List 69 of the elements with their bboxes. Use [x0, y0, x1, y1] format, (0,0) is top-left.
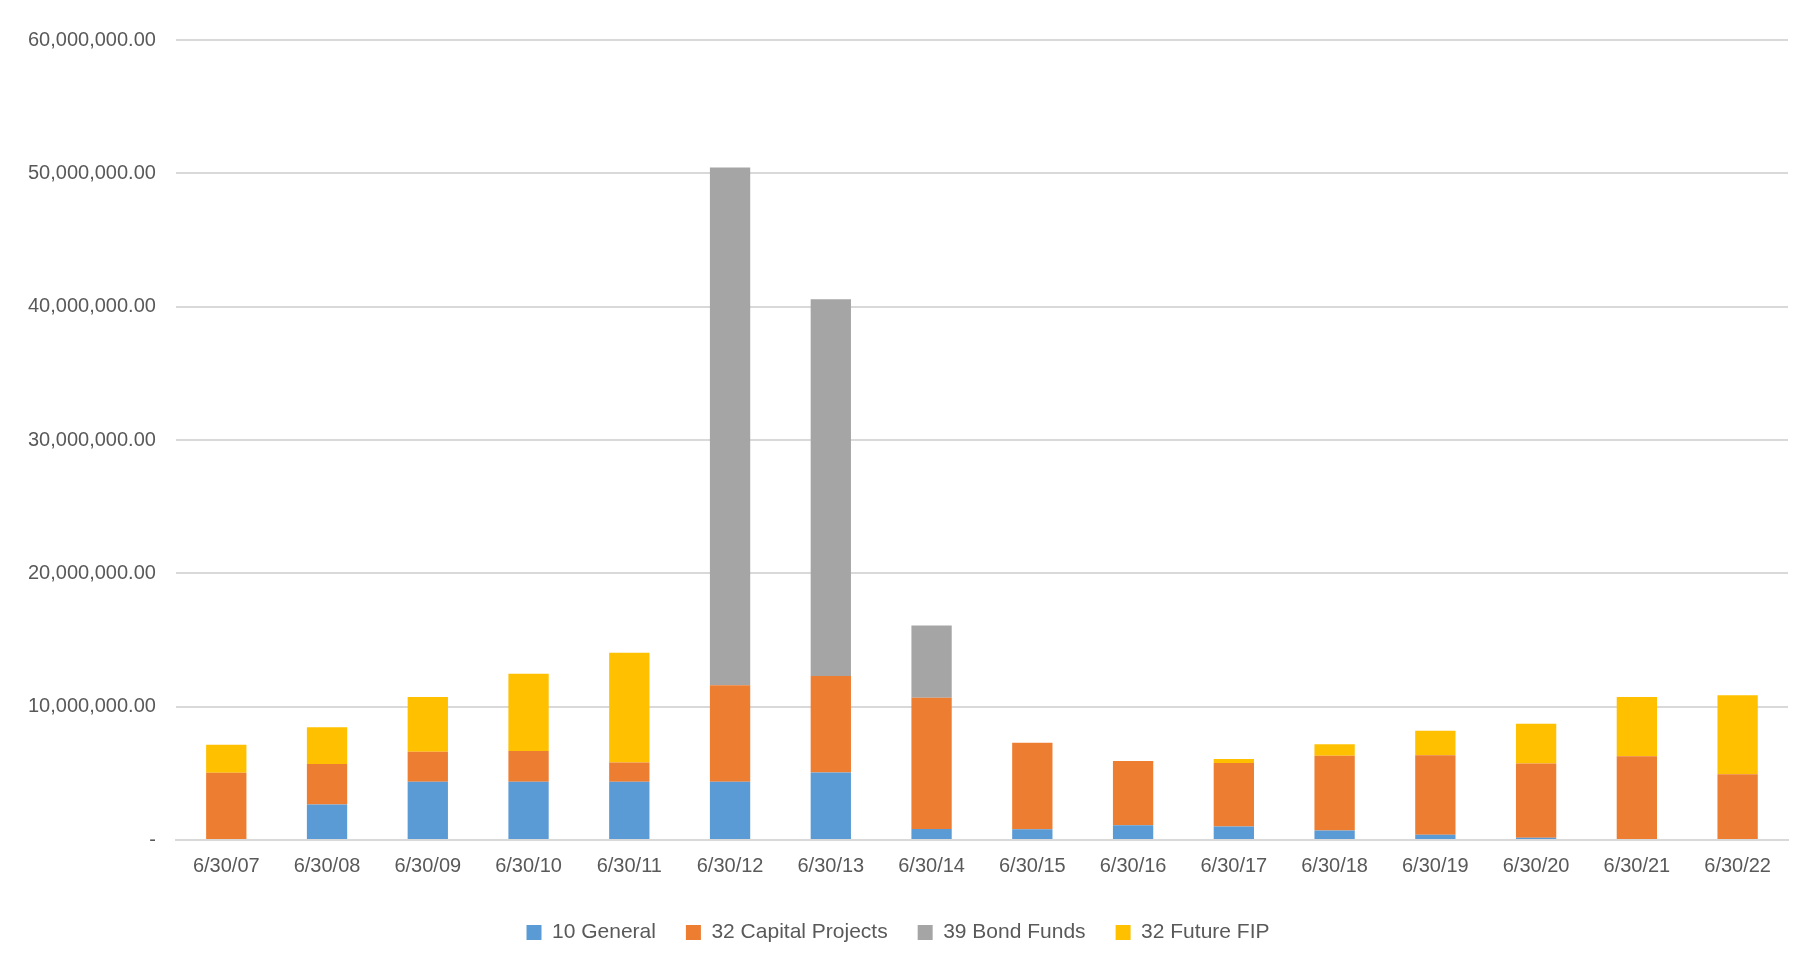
bar [1415, 834, 1456, 839]
bar [1012, 829, 1053, 839]
bar [810, 676, 851, 773]
x-tick-label: 6/30/10 [495, 853, 562, 876]
x-tick-label: 6/30/18 [1301, 853, 1368, 876]
bar [1616, 696, 1658, 757]
legend-label: 10 General [552, 919, 656, 943]
x-tick-label: 6/30/20 [1502, 853, 1570, 876]
x-tick-label: 6/30/14 [898, 853, 965, 876]
x-tick-label: 6/30/11 [596, 853, 662, 876]
bar [508, 751, 549, 782]
y-tick-label: 60,000,000.00 [27, 27, 156, 50]
bar [1213, 826, 1254, 839]
bar [609, 762, 650, 782]
bar [911, 828, 952, 839]
legend-label: 32 Capital Projects [711, 919, 888, 943]
x-tick-label: 6/30/09 [394, 853, 462, 876]
bar [1515, 723, 1557, 764]
x-tick-label: 6/30/07 [192, 853, 260, 876]
bar [1717, 695, 1758, 775]
x-tick-label: 6/30/21 [1603, 853, 1671, 876]
bar [709, 167, 751, 686]
legend-label: 32 Future FIP [1141, 919, 1270, 943]
bar [609, 781, 650, 839]
y-tick-label: 50,000,000.00 [27, 160, 156, 183]
x-tick-label: 6/30/22 [1704, 853, 1771, 876]
bar [810, 299, 851, 676]
x-tick-label: 6/30/13 [797, 853, 865, 876]
y-tick-label: 30,000,000.00 [27, 427, 156, 450]
bar [206, 744, 247, 773]
x-tick-label: 6/30/17 [1200, 853, 1268, 876]
bar [609, 652, 650, 763]
bar [1415, 730, 1456, 756]
bar [810, 772, 851, 839]
bar [1515, 763, 1557, 838]
bar [206, 772, 247, 839]
x-tick-label: 6/30/08 [293, 853, 361, 876]
bar [1717, 774, 1758, 839]
bar [407, 697, 448, 752]
bar [508, 781, 549, 839]
bar [407, 751, 448, 782]
bar [306, 764, 348, 805]
legend-label: 39 Bond Funds [943, 919, 1086, 943]
y-tick-label: - [149, 827, 156, 850]
x-tick-label: 6/30/16 [1099, 853, 1167, 876]
bar [1314, 830, 1355, 839]
bar [1213, 762, 1254, 827]
x-tick-label: 6/30/12 [696, 853, 764, 876]
bar [1314, 755, 1355, 831]
bar [1415, 755, 1456, 835]
y-tick-label: 40,000,000.00 [27, 294, 156, 317]
bar [1213, 759, 1254, 763]
bar [709, 781, 751, 839]
bar [407, 781, 448, 839]
bar [1012, 742, 1053, 830]
y-tick-label: 10,000,000.00 [27, 694, 156, 717]
bar [1616, 756, 1658, 839]
bar [1314, 744, 1355, 756]
bar [306, 727, 348, 764]
y-tick-label: 20,000,000.00 [27, 560, 156, 583]
bar [911, 625, 952, 698]
x-tick-label: 6/30/19 [1401, 853, 1469, 876]
bar [306, 804, 348, 839]
bar [911, 697, 952, 829]
bar [1112, 825, 1154, 839]
bar [709, 685, 751, 782]
bar [508, 673, 549, 752]
bar [1112, 761, 1154, 826]
x-tick-label: 6/30/15 [998, 853, 1066, 876]
